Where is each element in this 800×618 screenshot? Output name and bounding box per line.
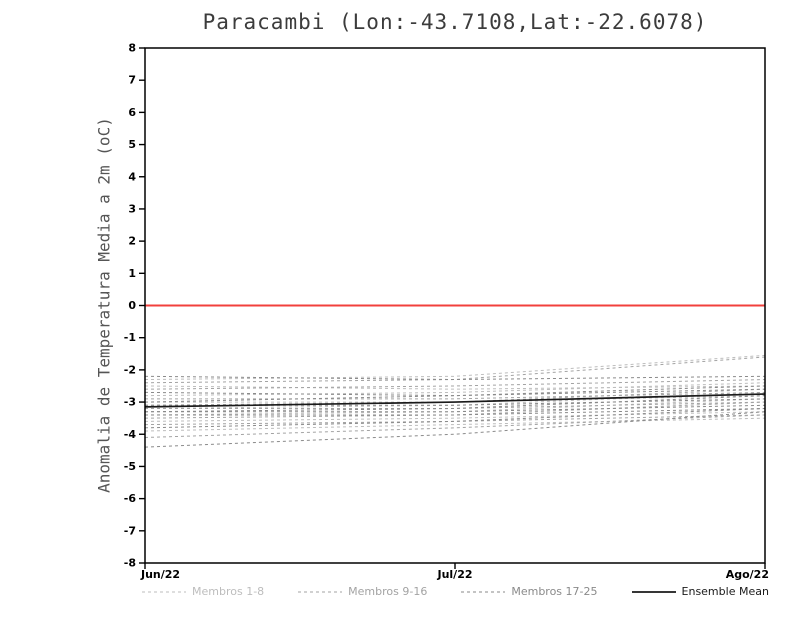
ensemble-member-line bbox=[145, 395, 766, 403]
ensemble-member-line bbox=[144, 385, 766, 403]
legend-label: Membros 1-8 bbox=[192, 585, 265, 598]
y-tick-label: 1 bbox=[128, 267, 136, 280]
ensemble-member-line bbox=[144, 411, 766, 422]
ensemble-member-line bbox=[144, 417, 766, 432]
y-tick-label: -3 bbox=[124, 396, 136, 409]
y-tick-label: 6 bbox=[128, 106, 136, 119]
y-tick-label: 4 bbox=[128, 170, 136, 183]
ensemble-member-line bbox=[144, 375, 766, 381]
y-tick-label: 3 bbox=[128, 202, 136, 215]
y-tick-label: -6 bbox=[124, 492, 137, 505]
x-tick-label: Jul/22 bbox=[436, 568, 472, 581]
ensemble-member-line bbox=[144, 385, 766, 390]
y-tick-label: 8 bbox=[128, 42, 136, 55]
legend-line-sample bbox=[631, 590, 676, 593]
ensemble-member-line bbox=[144, 388, 766, 406]
y-tick-label: -1 bbox=[124, 331, 136, 344]
x-tick-label: Ago/22 bbox=[726, 568, 769, 581]
ensemble-member-line bbox=[145, 401, 766, 409]
ensemble-member-line bbox=[144, 382, 766, 397]
legend-line-sample bbox=[142, 591, 186, 592]
ensemble-member-line bbox=[144, 401, 766, 419]
ensemble-mean-line bbox=[144, 393, 766, 408]
y-tick-label: 2 bbox=[128, 235, 136, 248]
y-tick-label: 7 bbox=[128, 74, 136, 87]
legend-label: Ensemble Mean bbox=[681, 585, 769, 598]
legend-item: Membros 9-16 bbox=[298, 585, 427, 598]
legend-label: Membros 17-25 bbox=[511, 585, 598, 598]
y-tick-label: 5 bbox=[128, 138, 136, 151]
legend-line-sample bbox=[461, 591, 506, 592]
legend-item: Membros 1-8 bbox=[142, 585, 264, 598]
ensemble-member-line bbox=[144, 379, 766, 390]
ensemble-member-line bbox=[144, 411, 766, 448]
y-tick-label: -7 bbox=[124, 524, 136, 537]
y-tick-label: -5 bbox=[124, 460, 136, 473]
legend-item: Ensemble Mean bbox=[631, 585, 769, 598]
y-tick-label: -4 bbox=[124, 428, 137, 441]
ensemble-member-line bbox=[144, 354, 766, 381]
ensemble-member-line bbox=[144, 398, 766, 416]
ensemble-member-line bbox=[145, 404, 766, 413]
y-tick-label: -2 bbox=[124, 363, 136, 376]
legend: Membros 1-8 Membros 9-16 Membros 17-25 Ense… bbox=[142, 585, 782, 598]
ensemble-member-line bbox=[144, 388, 766, 397]
ensemble-member-line bbox=[144, 414, 766, 438]
legend-item: Membros 17-25 bbox=[461, 585, 598, 598]
ensemble-member-line bbox=[145, 391, 766, 400]
y-tick-label: 0 bbox=[128, 299, 136, 312]
ensemble-member-line bbox=[145, 408, 766, 416]
y-tick-label: -8 bbox=[124, 557, 136, 570]
x-tick-label: Jun/22 bbox=[140, 568, 180, 581]
ensemble-member-line bbox=[144, 408, 766, 429]
ensemble-member-line bbox=[144, 356, 766, 384]
legend-label: Membros 9-16 bbox=[348, 585, 428, 598]
ensemble-member-line bbox=[144, 395, 766, 413]
chart-title: Paracambi (Lon:-43.7108,Lat:-22.6078) bbox=[202, 10, 708, 34]
ensemble-member-line bbox=[144, 414, 766, 426]
legend-line-sample bbox=[298, 591, 343, 592]
